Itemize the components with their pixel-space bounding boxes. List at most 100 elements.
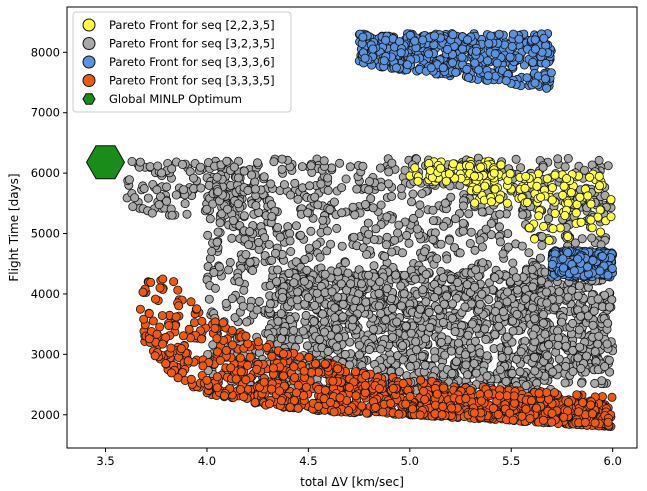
grey-point bbox=[278, 292, 288, 302]
grey-point bbox=[204, 294, 214, 304]
grey-point bbox=[401, 321, 411, 331]
grey-point bbox=[527, 264, 537, 274]
orange-point bbox=[243, 339, 253, 349]
grey-point bbox=[382, 284, 392, 294]
orange-point bbox=[285, 402, 295, 412]
grey-point bbox=[375, 277, 385, 287]
grey-point bbox=[327, 287, 337, 297]
grey-point bbox=[589, 306, 599, 316]
orange-point bbox=[164, 321, 174, 331]
orange-point bbox=[173, 373, 183, 383]
orange-point bbox=[236, 367, 246, 377]
grey-point bbox=[408, 213, 418, 223]
grey-point bbox=[376, 200, 386, 210]
grey-point bbox=[363, 218, 373, 228]
grey-point bbox=[279, 326, 289, 336]
grey-point bbox=[411, 337, 421, 347]
grey-point bbox=[348, 315, 358, 325]
grey-point bbox=[425, 322, 435, 332]
grey-point bbox=[512, 354, 522, 364]
grey-point bbox=[453, 277, 463, 287]
grey-point bbox=[320, 269, 330, 279]
grey-point bbox=[404, 238, 414, 248]
orange-point bbox=[245, 352, 255, 362]
grey-point bbox=[388, 332, 398, 342]
blue-point bbox=[530, 78, 540, 88]
yellow-point bbox=[583, 191, 593, 201]
orange-point bbox=[603, 417, 613, 427]
grey-point bbox=[312, 288, 322, 298]
grey-point bbox=[267, 255, 277, 265]
yellow-point bbox=[470, 198, 480, 208]
grey-point bbox=[420, 334, 430, 344]
orange-point bbox=[161, 359, 171, 369]
grey-point bbox=[171, 190, 181, 200]
grey-point bbox=[408, 189, 418, 199]
blue-point bbox=[514, 34, 524, 44]
grey-point bbox=[195, 162, 205, 172]
blue-point bbox=[507, 42, 517, 52]
grey-point bbox=[215, 218, 225, 228]
orange-point bbox=[174, 301, 184, 311]
yellow-point bbox=[560, 210, 570, 220]
grey-point bbox=[527, 303, 537, 313]
grey-point bbox=[124, 175, 134, 185]
grey-point bbox=[417, 189, 427, 199]
blue-point bbox=[464, 73, 474, 83]
grey-point bbox=[313, 200, 323, 210]
grey-point bbox=[495, 365, 505, 375]
orange-point bbox=[178, 331, 188, 341]
grey-point bbox=[486, 219, 496, 229]
grey-point bbox=[337, 241, 347, 251]
yellow-point bbox=[547, 195, 557, 205]
grey-point bbox=[143, 193, 153, 203]
grey-point bbox=[153, 161, 163, 171]
orange-point bbox=[197, 334, 207, 344]
blue-point bbox=[402, 60, 412, 70]
yellow-point bbox=[441, 176, 451, 186]
grey-point bbox=[553, 154, 563, 164]
grey-point bbox=[573, 291, 583, 301]
orange-point bbox=[152, 329, 162, 339]
orange-point bbox=[313, 401, 323, 411]
grey-point bbox=[394, 220, 404, 230]
grey-point bbox=[535, 253, 545, 263]
grey-point bbox=[204, 180, 214, 190]
grey-point bbox=[446, 346, 456, 356]
blue-point bbox=[381, 35, 391, 45]
orange-point bbox=[495, 391, 505, 401]
grey-point bbox=[567, 285, 577, 295]
grey-point bbox=[507, 368, 517, 378]
yellow-point bbox=[550, 170, 560, 180]
grey-point bbox=[458, 201, 468, 211]
global-optimum-marker bbox=[85, 145, 126, 180]
orange-point bbox=[293, 380, 303, 390]
grey-point bbox=[152, 185, 162, 195]
orange-point bbox=[432, 389, 442, 399]
yellow-point bbox=[544, 235, 554, 245]
orange-point bbox=[564, 397, 574, 407]
orange-point bbox=[587, 409, 597, 419]
grey-point bbox=[570, 238, 580, 248]
legend-entry: Global MINLP Optimum bbox=[109, 92, 242, 106]
grey-point bbox=[259, 172, 269, 182]
grey-point bbox=[466, 343, 476, 353]
grey-point bbox=[309, 316, 319, 326]
grey-point bbox=[371, 224, 381, 234]
grey-point bbox=[447, 299, 457, 309]
grey-point bbox=[554, 333, 564, 343]
orange-point bbox=[231, 374, 241, 384]
blue-point bbox=[558, 254, 568, 264]
grey-point bbox=[213, 227, 223, 237]
grey-point bbox=[333, 267, 343, 277]
grey-point bbox=[376, 308, 386, 318]
yellow-point bbox=[502, 198, 512, 208]
orange-point bbox=[469, 408, 479, 418]
grey-point bbox=[421, 269, 431, 279]
orange-point bbox=[329, 407, 339, 417]
blue-point bbox=[448, 30, 458, 40]
grey-point bbox=[521, 381, 531, 391]
legend-marker bbox=[82, 37, 96, 50]
grey-point bbox=[285, 190, 295, 200]
